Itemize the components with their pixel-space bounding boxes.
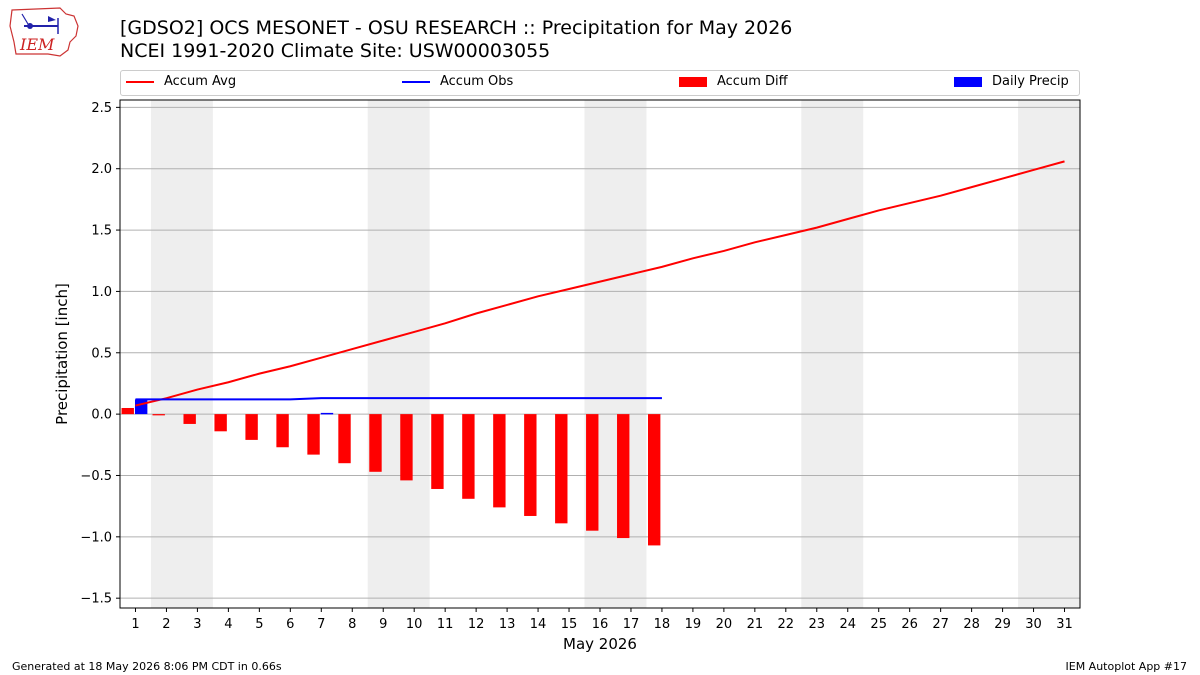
accum-diff-bar	[462, 414, 475, 499]
legend-item-accum-diff: Accum Diff	[679, 74, 788, 92]
x-tick-label: 9	[379, 617, 387, 632]
x-tick-label: 20	[716, 617, 733, 632]
x-tick-label: 15	[561, 617, 578, 632]
accum-diff-bar	[369, 414, 382, 472]
accum-diff-bar	[338, 414, 351, 464]
y-tick-label: −1.0	[80, 530, 112, 545]
y-tick-label: 2.5	[91, 101, 112, 116]
legend-item-accum-obs: Accum Obs	[402, 74, 513, 92]
daily-precip-bar	[320, 412, 334, 415]
x-tick-label: 21	[747, 617, 764, 632]
accum-obs-line	[135, 397, 662, 401]
x-tick-label: 5	[255, 617, 263, 632]
accum-diff-bar	[245, 414, 258, 440]
accum-diff-bar	[586, 414, 599, 531]
x-tick-label: 2	[162, 617, 170, 632]
logo-text: IEM	[19, 35, 55, 54]
x-tick-label: 22	[778, 617, 795, 632]
x-tick-label: 10	[406, 617, 423, 632]
legend-swatch-accum-obs	[402, 80, 430, 83]
weekend-shade-2	[367, 100, 430, 608]
accum-diff-bar	[555, 414, 568, 524]
y-tick-label: 0.5	[91, 346, 112, 361]
chart-subtitle: NCEI 1991-2020 Climate Site: USW00003055	[120, 40, 551, 62]
accum-diff-bar	[400, 414, 413, 481]
legend-item-accum-avg: Accum Avg	[126, 74, 236, 92]
x-axis-label: May 2026	[563, 635, 637, 653]
legend-label-accum-avg: Accum Avg	[164, 74, 237, 89]
y-tick-label: 2.0	[91, 162, 112, 177]
y-tick-label: 1.0	[91, 285, 112, 300]
legend-swatch-accum-avg	[126, 80, 154, 83]
daily-precip-bar	[134, 399, 148, 415]
x-tick-label: 6	[286, 617, 294, 632]
footer-generated-text: Generated at 18 May 2026 8:06 PM CDT in …	[12, 660, 282, 673]
x-tick-label: 3	[193, 617, 201, 632]
x-tick-label: 14	[530, 617, 547, 632]
y-tick-label: 1.5	[91, 224, 112, 239]
accum-diff-bar	[121, 407, 134, 415]
footer-app-text: IEM Autoplot App #17	[1065, 660, 1188, 673]
weekend-shade-1	[150, 100, 213, 608]
x-tick-label: 4	[224, 617, 232, 632]
x-tick-label: 1	[131, 617, 139, 632]
y-axis-label: Precipitation [inch]	[53, 283, 71, 425]
weekend-shade-5	[1018, 100, 1080, 608]
legend-label-daily-precip: Daily Precip	[992, 74, 1069, 89]
iem-logo-graphic: IEM	[9, 7, 79, 57]
x-tick-label: 12	[468, 617, 485, 632]
plot-frame	[119, 99, 1081, 609]
x-tick-label: 24	[839, 617, 856, 632]
accum-diff-bar	[214, 414, 227, 432]
accum-diff-bar	[524, 414, 537, 516]
x-tick-label: 11	[437, 617, 454, 632]
x-tick-label: 17	[623, 617, 640, 632]
y-tick-label: 0.0	[91, 408, 112, 423]
legend-swatch-accum-diff	[679, 76, 707, 87]
x-tick-label: 23	[809, 617, 826, 632]
x-tick-label: 7	[317, 617, 325, 632]
accum-diff-bar	[183, 414, 196, 424]
x-tick-label: 8	[348, 617, 356, 632]
accum-diff-bar	[307, 414, 320, 455]
x-tick-label: 18	[654, 617, 671, 632]
y-tick-label: −1.5	[80, 592, 112, 607]
x-tick-label: 26	[901, 617, 918, 632]
x-tick-label: 25	[870, 617, 887, 632]
x-tick-label: 16	[592, 617, 609, 632]
accum-diff-bar	[617, 414, 630, 539]
legend-item-daily-precip: Daily Precip	[954, 74, 1069, 92]
iem-logo: IEM	[8, 6, 80, 58]
x-tick-label: 19	[685, 617, 702, 632]
legend-swatch-daily-precip	[954, 76, 982, 87]
y-tick-label: −0.5	[80, 469, 112, 484]
legend-label-accum-diff: Accum Diff	[717, 74, 788, 89]
accum-diff-bar	[152, 414, 165, 416]
x-tick-label: 30	[1025, 617, 1042, 632]
x-tick-label: 28	[963, 617, 980, 632]
accum-diff-bar	[431, 414, 444, 489]
x-tick-label: 31	[1056, 617, 1073, 632]
x-tick-label: 13	[499, 617, 516, 632]
accum-diff-bar	[648, 414, 661, 546]
weekend-shade-4	[801, 100, 864, 608]
accum-diff-bar	[493, 414, 506, 508]
legend-label-accum-obs: Accum Obs	[440, 74, 514, 89]
x-tick-label: 29	[994, 617, 1011, 632]
accum-avg-line	[135, 160, 1065, 407]
chart-legend: Accum Avg Accum Obs Accum Diff Daily Pre…	[120, 70, 1080, 96]
weekend-shade-3	[584, 100, 647, 608]
chart-title: [GDSO2] OCS MESONET - OSU RESEARCH :: Pr…	[120, 17, 793, 39]
accum-diff-bar	[276, 414, 289, 448]
x-tick-label: 27	[932, 617, 949, 632]
